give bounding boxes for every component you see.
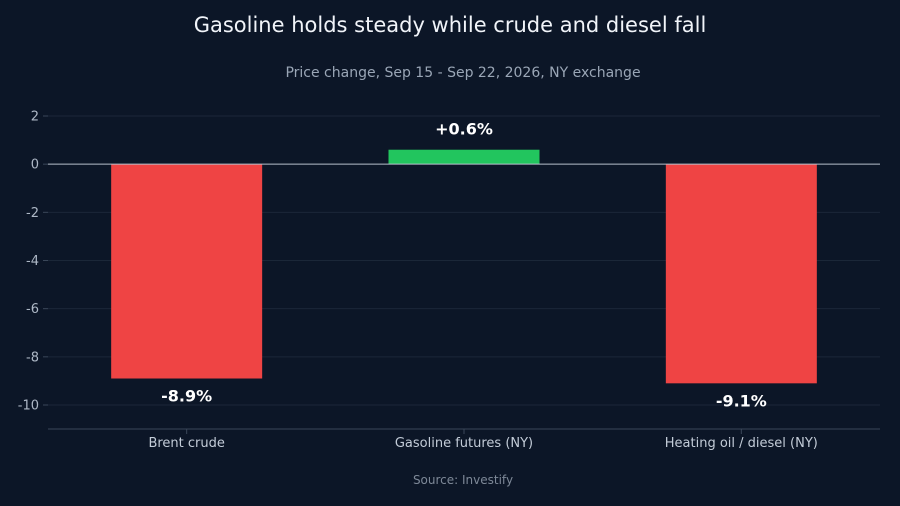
- bar: [388, 149, 540, 165]
- y-tick-label: 2: [31, 110, 39, 125]
- y-tick-label: -6: [26, 302, 39, 317]
- y-tick-label: -4: [26, 254, 39, 269]
- y-tick-label: 0: [31, 158, 39, 173]
- bar: [665, 164, 817, 384]
- y-tick-label: -2: [26, 206, 39, 221]
- data-label: -9.1%: [716, 391, 767, 410]
- bars: [111, 149, 817, 384]
- x-tick-label: Gasoline futures (NY): [395, 436, 533, 451]
- data-label: -8.9%: [161, 387, 212, 406]
- source-note: Source: Investify: [413, 473, 513, 487]
- data-labels: -8.9% +0.6% -9.1%: [161, 120, 767, 411]
- data-label: +0.6%: [435, 120, 493, 139]
- axes: 2 0 -2 -4 -6 -8 -10 Brent crude Gasoline futures…: [18, 110, 880, 451]
- chart-title: Gasoline holds steady while crude and di…: [194, 13, 707, 37]
- x-tick-label: Brent crude: [148, 436, 224, 451]
- chart-subtitle: Price change, Sep 15 - Sep 22, 2026, NY …: [285, 65, 640, 81]
- y-tick-label: -10: [18, 399, 39, 414]
- bar: [111, 164, 263, 379]
- y-tick-label: -8: [26, 350, 39, 365]
- x-tick-label: Heating oil / diesel (NY): [665, 436, 818, 451]
